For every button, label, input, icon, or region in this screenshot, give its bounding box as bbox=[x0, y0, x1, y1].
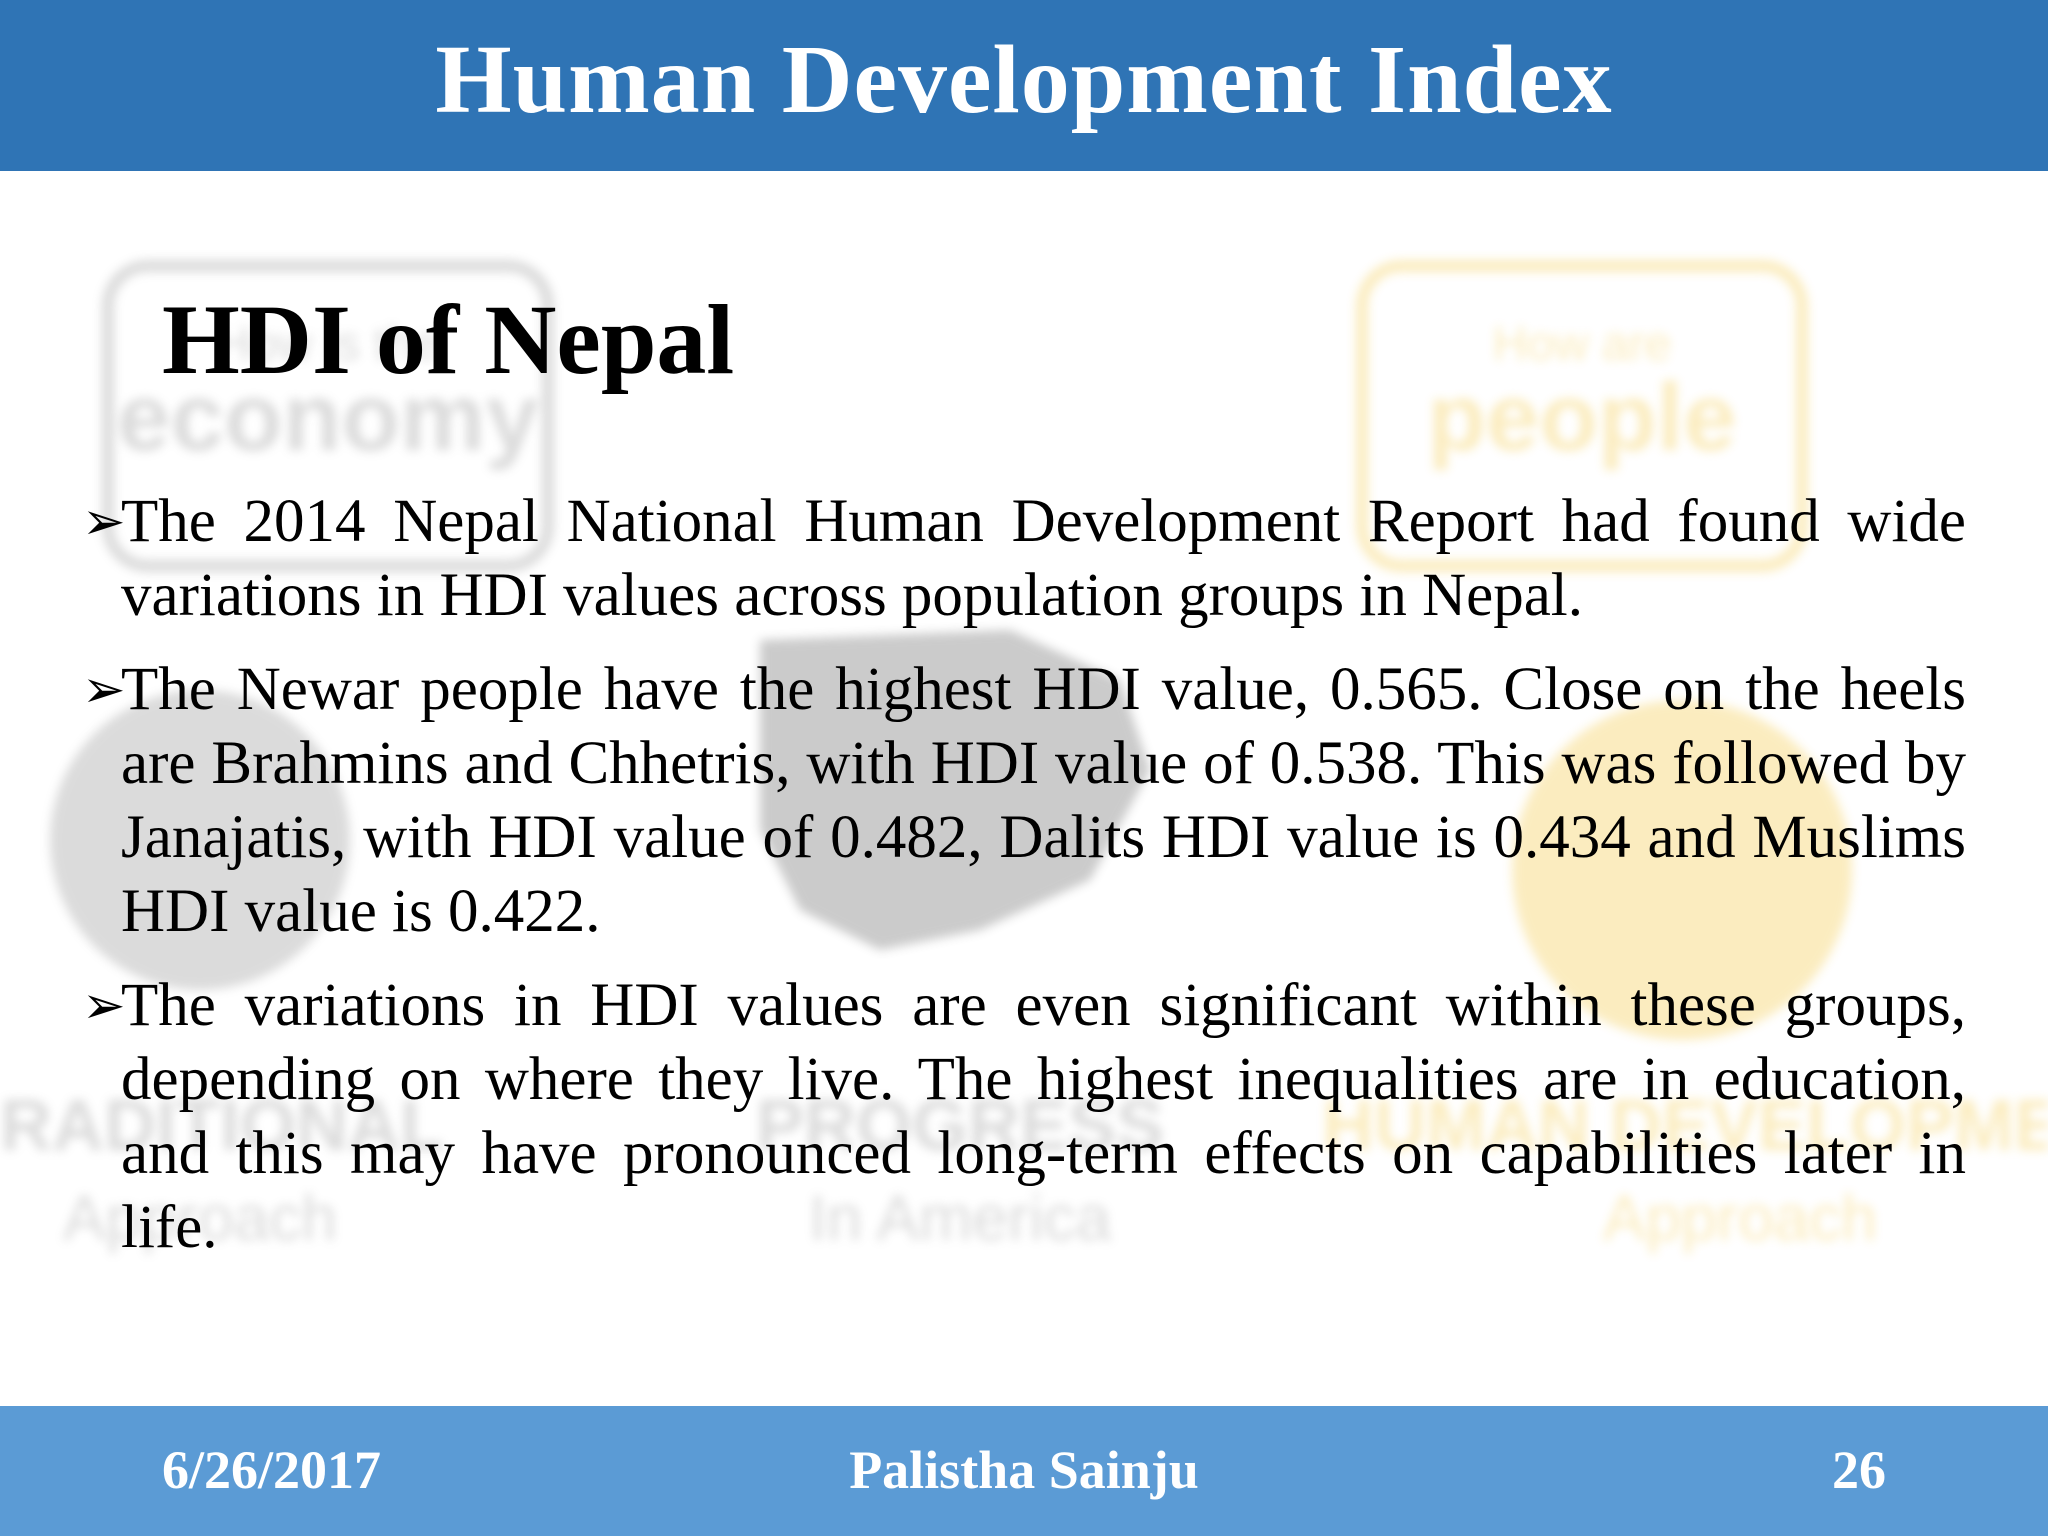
right-panel-bottom: HUMAN DEVELOPMENT bbox=[1322, 1086, 2048, 1166]
footer-bar: 6/26/2017 Palistha Sainju 26 bbox=[0, 1406, 2048, 1536]
arrow-bullet-icon: ➢ bbox=[82, 976, 126, 1036]
bullet-list: ➢ The 2014 Nepal National Human Developm… bbox=[82, 485, 1966, 1285]
bullet-text: The Newar people have the highest HDI va… bbox=[121, 656, 1966, 945]
right-panel-frame bbox=[1356, 260, 1808, 572]
footer-date: 6/26/2017 bbox=[162, 1440, 382, 1500]
slide-title: Human Development Index bbox=[435, 25, 1613, 134]
right-panel-big: people bbox=[1427, 364, 1736, 471]
arrow-bullet-icon: ➢ bbox=[82, 492, 126, 552]
slide-subtitle: HDI of Nepal bbox=[162, 284, 735, 395]
center-panel-bottom: PROGRESS bbox=[756, 1086, 1164, 1166]
right-panel-sub: Approach bbox=[1603, 1182, 1877, 1254]
slide-number: 26 bbox=[1832, 1440, 1886, 1500]
bullet-item: ➢ The variations in HDI values are even … bbox=[82, 969, 1966, 1265]
title-bar: Human Development Index bbox=[0, 0, 2048, 171]
left-panel-circle bbox=[50, 690, 350, 990]
right-panel-small: How are bbox=[1493, 318, 1672, 371]
bullet-item: ➢ The Newar people have the highest HDI … bbox=[82, 653, 1966, 949]
arrow-bullet-icon: ➢ bbox=[82, 660, 126, 720]
center-map-shape bbox=[760, 630, 1150, 950]
bullet-text: The variations in HDI values are even si… bbox=[121, 972, 1966, 1261]
bullet-item: ➢ The 2014 Nepal National Human Developm… bbox=[82, 485, 1966, 633]
bullet-text: The 2014 Nepal National Human Developmen… bbox=[121, 488, 1966, 629]
left-panel-small: How is the bbox=[216, 318, 440, 371]
center-panel-sub: In America bbox=[809, 1182, 1112, 1254]
background-illustration: How is the economy How are people TRADIT… bbox=[0, 260, 2048, 1254]
right-panel-circle bbox=[1512, 700, 1852, 1040]
footer-author: Palistha Sainju bbox=[849, 1440, 1199, 1500]
left-panel-big: economy bbox=[117, 364, 538, 471]
left-panel-bottom: TRADITIONAL bbox=[0, 1086, 444, 1166]
left-panel-sub: Approach bbox=[63, 1182, 337, 1254]
left-panel-frame bbox=[102, 260, 554, 572]
